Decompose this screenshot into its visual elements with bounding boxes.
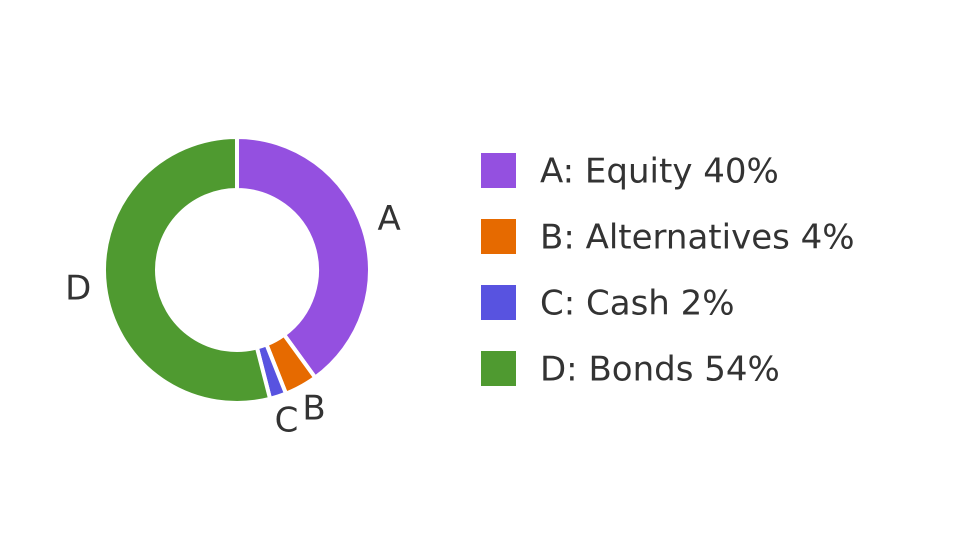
- legend-swatch: [481, 219, 516, 254]
- slice-label: A: [378, 199, 401, 239]
- slice: [102, 134, 273, 405]
- legend-swatch: [481, 153, 516, 188]
- legend-text: D: Bonds 54%: [540, 350, 780, 390]
- legend-text: C: Cash 2%: [540, 284, 735, 324]
- slice-label: C: [275, 401, 299, 441]
- slice-label: B: [302, 389, 325, 429]
- legend-text: B: Alternatives 4%: [540, 218, 855, 258]
- legend-swatch: [481, 351, 516, 386]
- slice: [235, 134, 372, 381]
- legend-swatch: [481, 285, 516, 320]
- legend-text: A: Equity 40%: [540, 152, 779, 192]
- slice-label: D: [65, 269, 91, 309]
